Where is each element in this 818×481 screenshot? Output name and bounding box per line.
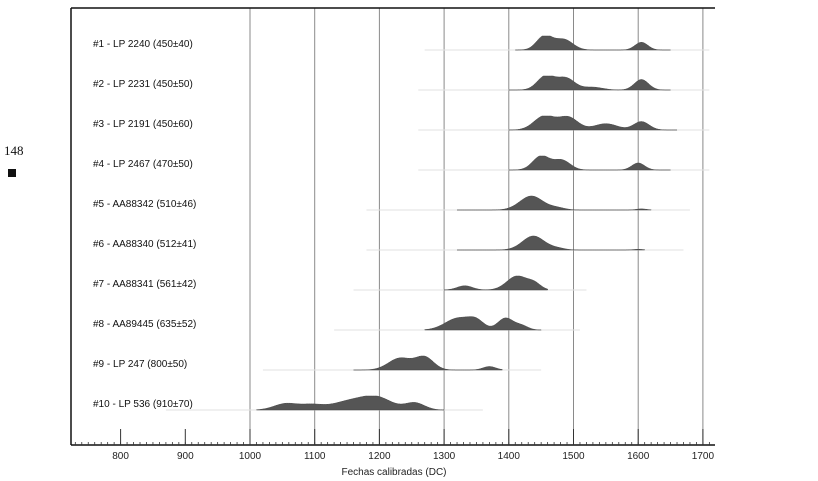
grid-layer: [249, 8, 704, 445]
distribution-10: [256, 395, 445, 411]
distribution-5: [457, 195, 652, 211]
series-label-4: #4 - LP 2467 (470±50): [93, 159, 193, 170]
tick-label-1000: 1000: [239, 451, 262, 462]
distribution-9: [353, 355, 503, 371]
distribution-8: [424, 316, 542, 331]
tick-label-1300: 1300: [433, 451, 456, 462]
tick-label-1700: 1700: [692, 451, 715, 462]
series-label-7: #7 - AA88341 (561±42): [93, 279, 196, 290]
tick-label-1200: 1200: [368, 451, 391, 462]
frame-layer: [70, 7, 715, 446]
distribution-4: [508, 155, 671, 171]
series-label-1: #1 - LP 2240 (450±40): [93, 39, 193, 50]
tick-label-1400: 1400: [498, 451, 521, 462]
distribution-3: [508, 115, 678, 131]
series-label-6: #6 - AA88340 (512±41): [93, 239, 196, 250]
distribution-1: [515, 35, 671, 51]
tick-label-1100: 1100: [304, 451, 326, 462]
series-label-9: #9 - LP 247 (800±50): [93, 359, 187, 370]
tick-label-900: 900: [177, 451, 194, 462]
page-number: 148: [4, 143, 24, 158]
series-label-5: #5 - AA88342 (510±46): [93, 199, 196, 210]
series-label-2: #2 - LP 2231 (450±50): [93, 79, 193, 90]
distribution-6: [457, 235, 645, 251]
tick-label-800: 800: [112, 451, 129, 462]
distributions-layer: [165, 35, 710, 411]
series-label-8: #8 - AA89445 (635±52): [93, 319, 196, 330]
distribution-2: [508, 75, 671, 91]
x-axis-title: Fechas calibradas (DC): [341, 467, 446, 478]
tick-label-1500: 1500: [562, 451, 585, 462]
series-label-3: #3 - LP 2191 (450±60): [93, 119, 193, 130]
distribution-7: [443, 275, 548, 291]
labels-layer: #1 - LP 2240 (450±40) #2 - LP 2231 (450±5…: [93, 39, 196, 410]
series-label-10: #10 - LP 536 (910±70): [93, 399, 193, 410]
x-axis: 800 900 1000 1100 1200 1300 1400 1500 1600 1700: [74, 429, 715, 462]
page-bullet: [8, 169, 16, 177]
tick-label-1600: 1600: [627, 451, 650, 462]
